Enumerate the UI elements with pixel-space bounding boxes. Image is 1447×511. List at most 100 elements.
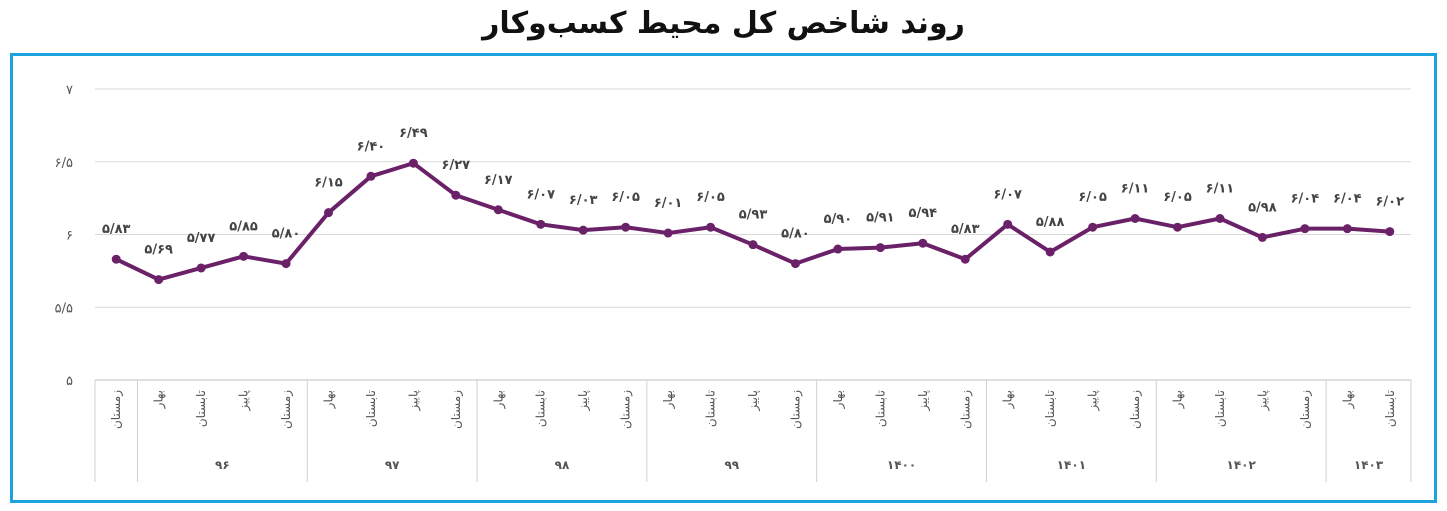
y-tick-label: ۵/۵ — [55, 301, 73, 316]
x-tick-label: پاییز — [576, 390, 591, 412]
data-label: ۶/۰۳ — [569, 193, 598, 208]
x-tick-label: پاییز — [237, 390, 252, 412]
x-tick-label: زمستان — [619, 390, 634, 429]
data-label: ۶/۰۵ — [696, 190, 725, 205]
year-label: ۱۴۰۳ — [1354, 458, 1384, 472]
year-label: ۱۴۰۱ — [1057, 458, 1086, 472]
data-point — [1130, 213, 1140, 223]
x-tick-label: بهار — [1340, 390, 1355, 409]
year-label: ۹۹ — [724, 458, 739, 472]
year-label: ۹۶ — [215, 458, 230, 472]
data-label: ۶/۱۱ — [1121, 181, 1150, 196]
data-point — [1173, 222, 1183, 232]
data-point — [154, 275, 164, 285]
x-tick-label: زمستان — [449, 390, 464, 429]
data-point — [706, 222, 716, 232]
x-tick-label: پاییز — [1086, 390, 1101, 412]
data-label: ۶/۰۲ — [1375, 195, 1404, 210]
year-label: ۹۸ — [555, 458, 570, 472]
data-label: ۵/۷۷ — [187, 231, 216, 246]
x-tick-label: تابستان — [194, 390, 208, 427]
data-label: ۶/۰۷ — [993, 187, 1022, 202]
x-tick-label: بهار — [321, 390, 336, 409]
x-tick-label: بهار — [831, 390, 846, 409]
data-point — [536, 219, 546, 229]
data-label: ۵/۸۰ — [272, 227, 301, 242]
x-tick-label: بهار — [491, 390, 506, 409]
x-tick-label: زمستان — [958, 390, 973, 429]
chart-frame — [10, 53, 1437, 503]
data-label: ۵/۹۱ — [866, 211, 895, 226]
chart-title: روند شاخص کل محیط کسب‌وکار — [482, 6, 965, 41]
data-label: ۵/۶۹ — [144, 243, 173, 258]
x-tick-label: زمستان — [279, 390, 294, 429]
data-point — [621, 222, 631, 232]
data-point — [833, 244, 843, 254]
data-label: ۶/۴۰ — [357, 139, 386, 154]
data-label: ۵/۸۳ — [102, 222, 131, 237]
x-tick-label: پاییز — [1255, 390, 1270, 412]
x-tick-label: تابستان — [534, 390, 548, 427]
x-tick-label: تابستان — [873, 390, 887, 427]
data-label: ۵/۹۴ — [909, 206, 938, 221]
data-label: ۶/۰۵ — [1163, 190, 1192, 205]
data-label: ۵/۸۰ — [781, 227, 810, 242]
data-point — [578, 225, 588, 235]
x-tick-label: تابستان — [364, 390, 378, 427]
data-point — [748, 240, 758, 250]
data-point — [1300, 224, 1310, 234]
data-point — [408, 158, 418, 168]
data-label: ۵/۸۵ — [229, 219, 258, 234]
x-tick-label: پاییز — [406, 390, 421, 412]
data-label: ۶/۰۷ — [526, 187, 555, 202]
x-tick-label: تابستان — [704, 390, 718, 427]
data-label: ۶/۲۷ — [442, 158, 471, 173]
data-point — [1257, 232, 1267, 242]
x-tick-label: پاییز — [746, 390, 761, 412]
data-point — [281, 259, 291, 269]
data-label: ۶/۰۵ — [1078, 190, 1107, 205]
data-point — [1003, 219, 1013, 229]
data-point — [1045, 247, 1055, 257]
data-label: ۵/۹۸ — [1248, 200, 1277, 215]
data-label: ۶/۱۷ — [484, 173, 513, 188]
data-point — [960, 254, 970, 264]
data-point — [366, 171, 376, 181]
data-label: ۵/۹۰ — [824, 212, 853, 227]
data-point — [451, 190, 461, 200]
data-label: ۶/۴۹ — [399, 126, 428, 141]
x-tick-label: زمستان — [788, 390, 803, 429]
data-point — [111, 254, 121, 264]
year-label: ۱۴۰۰ — [887, 458, 916, 472]
data-point — [493, 205, 503, 215]
data-label: ۶/۰۴ — [1291, 192, 1320, 207]
data-label: ۵/۹۳ — [739, 208, 768, 223]
data-point — [663, 228, 673, 238]
data-label: ۶/۰۴ — [1333, 192, 1362, 207]
data-point — [1088, 222, 1098, 232]
data-point — [323, 208, 333, 218]
data-label: ۶/۱۵ — [314, 176, 343, 191]
x-tick-label: بهار — [1171, 390, 1186, 409]
data-label: ۵/۸۸ — [1036, 215, 1065, 230]
data-point — [239, 251, 249, 261]
x-tick-label: بهار — [661, 390, 676, 409]
x-tick-label: پاییز — [916, 390, 931, 412]
x-tick-label: تابستان — [1213, 390, 1227, 427]
data-label: ۵/۸۳ — [951, 222, 980, 237]
y-tick-label: ۵ — [66, 374, 73, 389]
x-tick-label: بهار — [1001, 390, 1016, 409]
x-tick-label: تابستان — [1383, 390, 1397, 427]
y-tick-label: ۶/۵ — [55, 156, 73, 171]
x-tick-label: زمستان — [109, 390, 124, 429]
data-point — [918, 238, 928, 248]
data-label: ۶/۱۱ — [1206, 181, 1235, 196]
data-point — [1342, 224, 1352, 234]
data-point — [1215, 213, 1225, 223]
x-tick-label: زمستان — [1298, 390, 1313, 429]
y-tick-label: ۶ — [66, 229, 73, 244]
year-label: ۱۴۰۲ — [1227, 458, 1257, 472]
data-point — [875, 243, 885, 253]
year-label: ۹۷ — [385, 458, 400, 472]
